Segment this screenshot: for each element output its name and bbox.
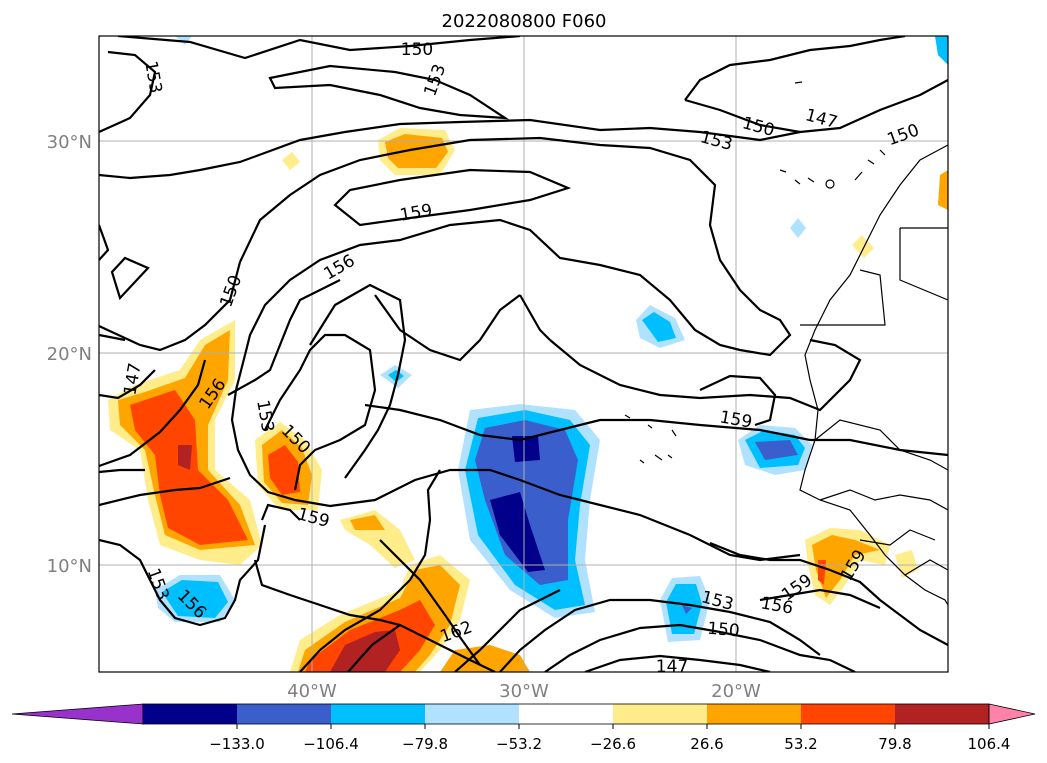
colorbar-segment <box>801 704 895 724</box>
contour-label: 147 <box>656 657 688 677</box>
colorbar-tick-label: 53.2 <box>784 735 817 753</box>
colorbar-tick-label: −53.2 <box>496 735 542 753</box>
colorbar-segment <box>425 704 519 724</box>
height-contours <box>99 36 948 672</box>
figure-title: 2022080800 F060 <box>442 11 607 32</box>
colorbar-tick-label: −79.8 <box>402 735 448 753</box>
contour-label: 150 <box>706 619 740 642</box>
lon-label-40w: 40°W <box>287 681 337 702</box>
coastlines <box>624 81 948 606</box>
colorbar-segment <box>143 704 237 724</box>
colorbar-segment <box>613 704 707 724</box>
latitude-labels: 30°N 20°N 10°N <box>47 132 92 577</box>
colorbar-segment <box>707 704 801 724</box>
colorbar-tick-label: 79.8 <box>878 735 911 753</box>
gridlines <box>99 36 948 672</box>
colorbar-segment <box>895 704 989 724</box>
colorbar-extend-low <box>11 703 144 725</box>
contour-label: 150 <box>401 40 433 60</box>
colorbar: −133.0 −106.4 −79.8 −53.2 −26.6 26.6 53.2 79.8 1… <box>11 703 1036 753</box>
contour-labels: 150 153 153 153 150 147 150 159 156 150 … <box>120 40 922 677</box>
colorbar-extend-high <box>988 703 1036 725</box>
lon-label-30w: 30°W <box>499 681 549 702</box>
lat-label-20n: 20°N <box>47 344 92 365</box>
lat-label-30n: 30°N <box>47 132 92 153</box>
colorbar-tick-label: −133.0 <box>209 735 265 753</box>
colorbar-tick-label: 26.6 <box>690 735 723 753</box>
colorbar-segment <box>331 704 425 724</box>
colorbar-segment <box>519 704 613 724</box>
longitude-labels: 40°W 30°W 20°W <box>287 681 761 702</box>
colorbar-tick-label: −26.6 <box>590 735 636 753</box>
lat-label-10n: 10°N <box>47 556 92 577</box>
map-frame <box>98 35 949 673</box>
colorbar-outline <box>142 703 990 725</box>
colorbar-segment <box>237 704 331 724</box>
colorbar-tick-label: −106.4 <box>303 735 359 753</box>
colorbar-tick-label: 106.4 <box>968 735 1011 753</box>
lon-label-20w: 20°W <box>711 681 761 702</box>
map-area: 150 153 153 153 150 147 150 159 156 150 … <box>99 36 948 677</box>
